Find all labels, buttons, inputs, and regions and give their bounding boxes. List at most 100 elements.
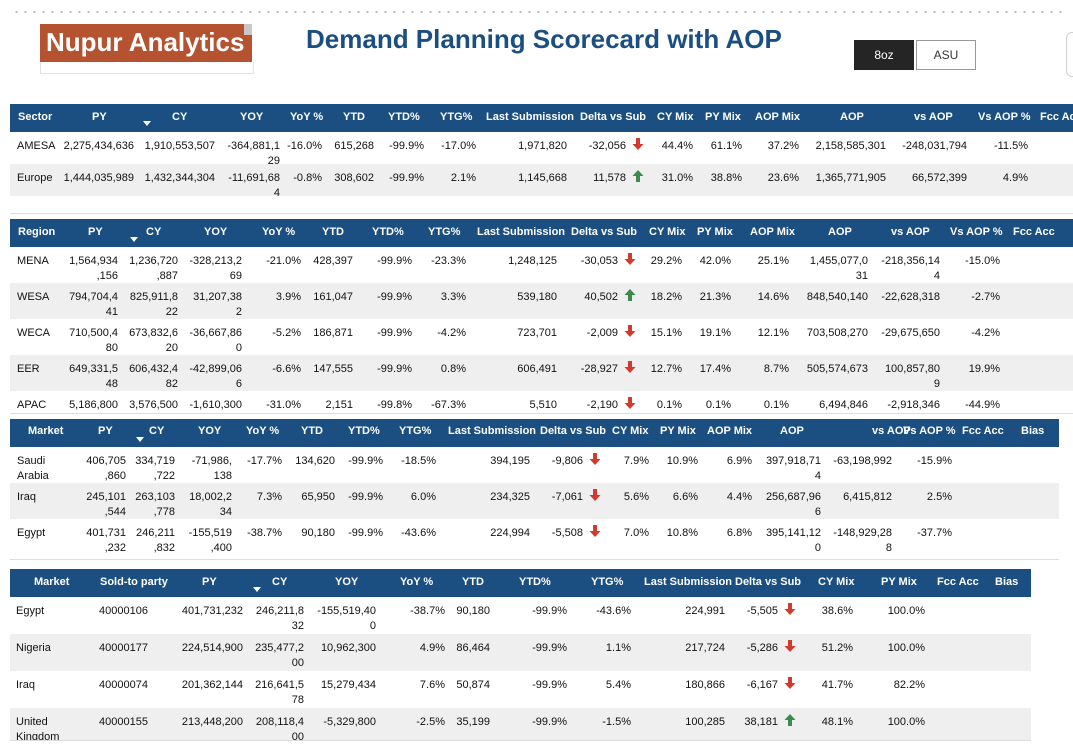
cell-aop-mix: 23.6% (767, 172, 799, 184)
table-row[interactable]: Egypt 401,731 ,232 246,211 ,832 -155,519 ,4… (10, 519, 1059, 555)
column-header-last-submission[interactable]: Last Submission (644, 576, 733, 588)
column-header-sector[interactable]: Sector (18, 111, 53, 123)
table-row[interactable]: APAC 5,186,800 3,576,500 -1,610,300 -31.0% 2,… (10, 391, 1073, 413)
toggle-8oz-button[interactable]: 8oz (854, 40, 914, 70)
column-header-ytg[interactable]: YTG% (591, 576, 624, 588)
column-header-yoy[interactable]: YOY (198, 425, 222, 437)
column-header-yoy[interactable]: YOY (204, 226, 228, 238)
column-header-yoy[interactable]: YoY % (262, 226, 296, 238)
column-header-vs-aop[interactable]: vs AOP (872, 425, 911, 437)
table-row[interactable]: Nigeria 40000177 224,514,900 235,477,2 00 10… (10, 634, 1031, 671)
cell-ytg-pct: 0.8% (440, 363, 466, 375)
cell-cy: 1,910,553,507 (144, 140, 215, 152)
column-header-vs-aop[interactable]: Vs AOP % (978, 111, 1031, 123)
sort-descending-icon[interactable] (136, 437, 144, 442)
column-header-vs-aop[interactable]: vs AOP (891, 226, 930, 238)
column-header-cy[interactable]: CY (272, 576, 288, 588)
column-header-aop-mix[interactable]: AOP Mix (750, 226, 796, 238)
column-header-py[interactable]: PY (98, 425, 113, 437)
column-header-aop[interactable]: AOP (828, 226, 852, 238)
column-header-ytd[interactable]: YTD (301, 425, 323, 437)
column-header-yoy[interactable]: YoY % (246, 425, 280, 437)
table-row[interactable]: WECA 710,500,4 80 673,832,6 20 -36,667,86 0… (10, 319, 1073, 355)
column-header-market[interactable]: Market (34, 576, 70, 588)
table-row[interactable]: Saudi Arabia 406,705 ,860 334,719 ,722 -71,… (10, 447, 1059, 483)
cell-py: 401,731 ,232 (86, 527, 126, 554)
column-header-fcc-acc[interactable]: Fcc Acc (937, 576, 979, 588)
column-header-cy-mix[interactable]: CY Mix (649, 226, 686, 238)
column-header-ytd[interactable]: YTD (322, 226, 344, 238)
column-header-ytg[interactable]: YTG% (440, 111, 473, 123)
column-header-bias[interactable]: Bias (1021, 425, 1045, 437)
column-header-cy[interactable]: CY (146, 226, 162, 238)
column-header-bias[interactable]: Bias (995, 576, 1019, 588)
table-row[interactable]: Egypt 40000106 401,731,232 246,211,8 32 -155… (10, 597, 1031, 634)
column-header-delta-vs-sub[interactable]: Delta vs Sub (540, 425, 607, 437)
table-row[interactable]: Europe 1,444,035,989 1,432,344,304 -11,691,… (10, 164, 1073, 199)
column-header-ytd[interactable]: YTD (343, 111, 365, 123)
column-header-last-submission[interactable]: Last Submission (477, 226, 566, 238)
column-header-py[interactable]: PY (92, 111, 107, 123)
column-header-aop-mix[interactable]: AOP Mix (707, 425, 753, 437)
column-header-py-mix[interactable]: PY Mix (705, 111, 741, 123)
column-header-fcc-acc[interactable]: Fcc Acc (1013, 226, 1055, 238)
column-header-region[interactable]: Region (18, 226, 56, 238)
table-row[interactable]: MENA 1,564,934 ,156 1,236,720 ,887 -328,213… (10, 247, 1073, 283)
column-header-ytd[interactable]: YTD% (388, 111, 420, 123)
column-header-yoy[interactable]: YoY % (400, 576, 434, 588)
column-header-vs-aop[interactable]: vs AOP (914, 111, 953, 123)
sort-descending-icon[interactable] (143, 121, 151, 126)
column-header-last-submission[interactable]: Last Submission (486, 111, 575, 123)
column-header-cy-mix[interactable]: CY Mix (818, 576, 855, 588)
column-header-ytg[interactable]: YTG% (399, 425, 432, 437)
cell-ytd: 65,950 (301, 491, 335, 503)
column-header-py[interactable]: PY (202, 576, 217, 588)
column-header-py-mix[interactable]: PY Mix (881, 576, 917, 588)
column-header-aop[interactable]: AOP (780, 425, 804, 437)
cell-cy: 673,832,6 20 (129, 327, 178, 354)
table-row[interactable]: Iraq 40000074 201,362,144 216,641,5 78 15,27… (10, 671, 1031, 708)
column-header-py-mix[interactable]: PY Mix (660, 425, 696, 437)
column-header-ytd[interactable]: YTD% (519, 576, 551, 588)
column-header-fcc-acc[interactable]: Fcc Acc (962, 425, 1004, 437)
column-header-ytg[interactable]: YTG% (428, 226, 461, 238)
cell-ytg-pct: -18.5% (401, 455, 436, 467)
column-header-ytd[interactable]: YTD (462, 576, 484, 588)
sort-descending-icon[interactable] (130, 237, 138, 242)
column-header-ytd[interactable]: YTD% (372, 226, 404, 238)
table-row[interactable]: AMESA 2,275,434,636 1,910,553,507 -364,881,… (10, 132, 1073, 167)
column-header-cy[interactable]: CY (149, 425, 165, 437)
table-row[interactable]: Iraq 245,101 ,544 263,103 ,778 18,002,2 34 7… (10, 483, 1059, 519)
cell-yoy-pct: 4.9% (419, 642, 445, 654)
column-header-py[interactable]: PY (88, 226, 103, 238)
column-header-py-mix[interactable]: PY Mix (697, 226, 733, 238)
toggle-asu-button[interactable]: ASU (916, 40, 976, 70)
column-header-sold-to-party[interactable]: Sold-to party (100, 576, 168, 588)
cell-vs-aop: -148,929,28 8 (833, 527, 892, 554)
column-header-cy[interactable]: CY (172, 111, 188, 123)
column-header-last-submission[interactable]: Last Submission (448, 425, 537, 437)
column-header-cy-mix[interactable]: CY Mix (657, 111, 694, 123)
column-header-market[interactable]: Market (28, 425, 64, 437)
column-header-vs-aop[interactable]: Vs AOP % (903, 425, 956, 437)
column-header-delta-vs-sub[interactable]: Delta vs Sub (580, 111, 647, 123)
column-header-yoy[interactable]: YoY % (290, 111, 324, 123)
cell-cy-mix: 7.9% (623, 455, 649, 467)
column-header-delta-vs-sub[interactable]: Delta vs Sub (735, 576, 802, 588)
column-header-delta-vs-sub[interactable]: Delta vs Sub (571, 226, 638, 238)
table-row[interactable]: EER 649,331,5 48 606,432,4 82 -42,899,06 6 -… (10, 355, 1073, 391)
column-header-yoy[interactable]: YOY (335, 576, 359, 588)
table-row[interactable]: United Kingdom 40000155 213,448,200 208,118… (10, 708, 1031, 741)
column-header-yoy[interactable]: YOY (240, 111, 264, 123)
column-header-ytd[interactable]: YTD% (348, 425, 380, 437)
column-header-fcc-acc[interactable]: Fcc Acc (1040, 111, 1073, 123)
column-header-cy-mix[interactable]: CY Mix (612, 425, 649, 437)
cell-aop: 505,574,673 (806, 363, 868, 375)
cell-name: United Kingdom (16, 716, 60, 741)
column-header-aop-mix[interactable]: AOP Mix (755, 111, 801, 123)
table-row[interactable]: WESA 794,704,4 41 825,911,8 22 31,207,38 2 3… (10, 283, 1073, 319)
column-header-aop[interactable]: AOP (840, 111, 864, 123)
column-header-vs-aop[interactable]: Vs AOP % (950, 226, 1003, 238)
region-table-header: Region PY CY YOY YoY % YTD YTD% YTG% Last Submis… (10, 219, 1073, 247)
sort-descending-icon[interactable] (253, 587, 261, 592)
